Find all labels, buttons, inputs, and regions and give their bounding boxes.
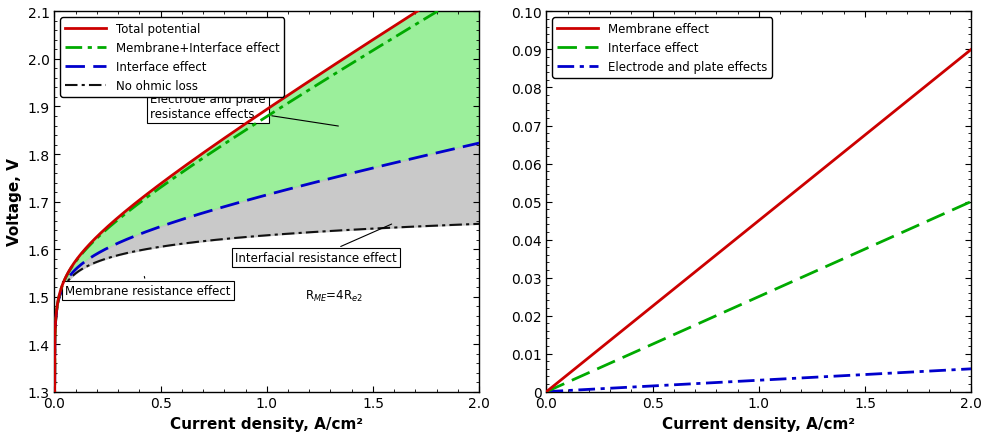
X-axis label: Current density, A/cm²: Current density, A/cm² [170,416,363,431]
Text: R$_{ME}$=4R$_{e2}$: R$_{ME}$=4R$_{e2}$ [305,288,363,304]
Legend: Total potential, Membrane+Interface effect, Interface effect, No ohmic loss: Total potential, Membrane+Interface effe… [60,18,285,97]
Y-axis label: Voltage, V: Voltage, V [7,158,22,246]
Text: Interfacial resistance effect: Interfacial resistance effect [235,225,397,265]
Text: Electrode and plate
resistance effects: Electrode and plate resistance effects [150,93,338,127]
Legend: Membrane effect, Interface effect, Electrode and plate effects: Membrane effect, Interface effect, Elect… [553,18,772,78]
Text: Membrane resistance effect: Membrane resistance effect [65,277,230,297]
X-axis label: Current density, A/cm²: Current density, A/cm² [663,416,855,431]
